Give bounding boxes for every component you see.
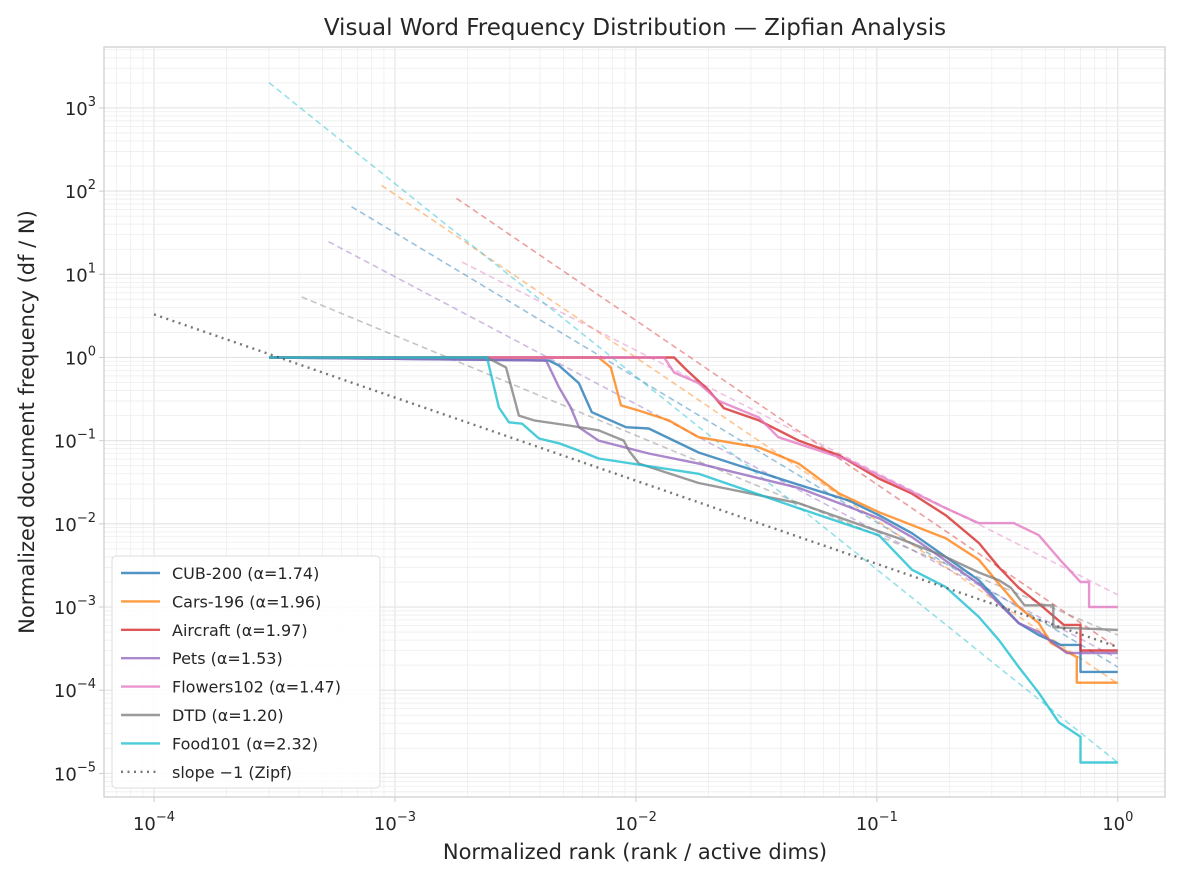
x-tick-label: 100 — [1102, 810, 1133, 835]
series-line — [269, 356, 1118, 632]
y-tick-base: 10 — [65, 265, 88, 286]
x-tick-label: 10−4 — [133, 810, 175, 835]
y-tick-base: 10 — [65, 348, 88, 369]
y-tick-label: 100 — [65, 344, 96, 369]
legend: CUB-200 (α=1.74) Cars-196 (α=1.96) Aircraf… — [111, 555, 381, 789]
x-tick-exponent: 0 — [1125, 810, 1133, 825]
y-tick-label: 10−1 — [54, 428, 96, 453]
y-tick-exponent: 0 — [88, 344, 96, 359]
series-line — [269, 356, 1118, 764]
series-line — [269, 356, 1118, 609]
y-tick-exponent: 2 — [88, 178, 96, 193]
legend-label: Cars-196 (α=1.96) — [172, 592, 321, 611]
y-tick-base: 10 — [54, 432, 77, 453]
x-tick-label: 10−2 — [615, 810, 657, 835]
series-line — [269, 356, 1118, 652]
y-tick-exponent: −3 — [77, 594, 96, 609]
x-tick-label: 10−3 — [374, 810, 416, 835]
fit-line — [268, 82, 1119, 764]
x-tick-base: 10 — [374, 814, 397, 835]
legend-label: Pets (α=1.53) — [172, 649, 283, 668]
reference-line — [153, 313, 1119, 649]
y-tick-label: 102 — [65, 178, 96, 203]
y-tick-label: 10−5 — [54, 760, 96, 785]
y-tick-base: 10 — [54, 681, 77, 702]
legend-label: Food101 (α=2.32) — [172, 734, 318, 753]
y-tick-exponent: −5 — [77, 760, 96, 775]
zipf-reference-line — [153, 313, 1119, 649]
legend-label: DTD (α=1.20) — [172, 706, 284, 725]
y-tick-exponent: −1 — [77, 428, 96, 443]
series-line — [268, 356, 1118, 674]
y-tick-exponent: −2 — [77, 511, 96, 526]
y-tick-label: 10−3 — [54, 594, 96, 619]
x-tick-exponent: −2 — [638, 810, 657, 825]
fit-line — [461, 261, 1119, 596]
x-tick-exponent: −1 — [879, 810, 898, 825]
x-tick-exponent: −3 — [397, 810, 416, 825]
x-tick-base: 10 — [133, 814, 156, 835]
y-tick-base: 10 — [54, 764, 77, 785]
y-tick-label: 10−2 — [54, 511, 96, 536]
legend-label: Aircraft (α=1.97) — [172, 621, 308, 640]
y-tick-label: 101 — [65, 261, 96, 286]
plot-frame — [103, 46, 1166, 798]
series-lines — [268, 356, 1118, 764]
x-tick-base: 10 — [856, 814, 879, 835]
x-axis-ticks: 10−4 10−3 10−2 10−1 100 — [133, 797, 1133, 835]
x-tick-label: 10−1 — [856, 810, 898, 835]
y-tick-base: 10 — [65, 99, 88, 120]
series-line — [268, 356, 1118, 655]
y-tick-exponent: 3 — [88, 95, 96, 110]
y-tick-exponent: −4 — [77, 677, 96, 692]
chart-title: Visual Word Frequency Distribution — Zip… — [324, 15, 946, 41]
x-tick-base: 10 — [615, 814, 638, 835]
fit-line — [351, 205, 1119, 668]
y-tick-base: 10 — [65, 182, 88, 203]
y-tick-base: 10 — [54, 598, 77, 619]
y-axis-label: Normalized document frequency (df / N) — [15, 210, 39, 634]
x-tick-base: 10 — [1102, 814, 1125, 835]
y-tick-base: 10 — [54, 515, 77, 536]
legend-box — [111, 555, 381, 789]
y-tick-exponent: 1 — [88, 261, 96, 276]
y-tick-label: 103 — [65, 95, 96, 120]
x-axis-label: Normalized rank (rank / active dims) — [443, 840, 827, 864]
legend-label: slope −1 (Zipf) — [172, 763, 292, 782]
legend-label: CUB-200 (α=1.74) — [172, 564, 319, 583]
y-tick-label: 10−4 — [54, 677, 96, 702]
legend-label: Flowers102 (α=1.47) — [172, 678, 341, 697]
x-tick-exponent: −4 — [156, 810, 175, 825]
fit-line — [456, 197, 1119, 649]
